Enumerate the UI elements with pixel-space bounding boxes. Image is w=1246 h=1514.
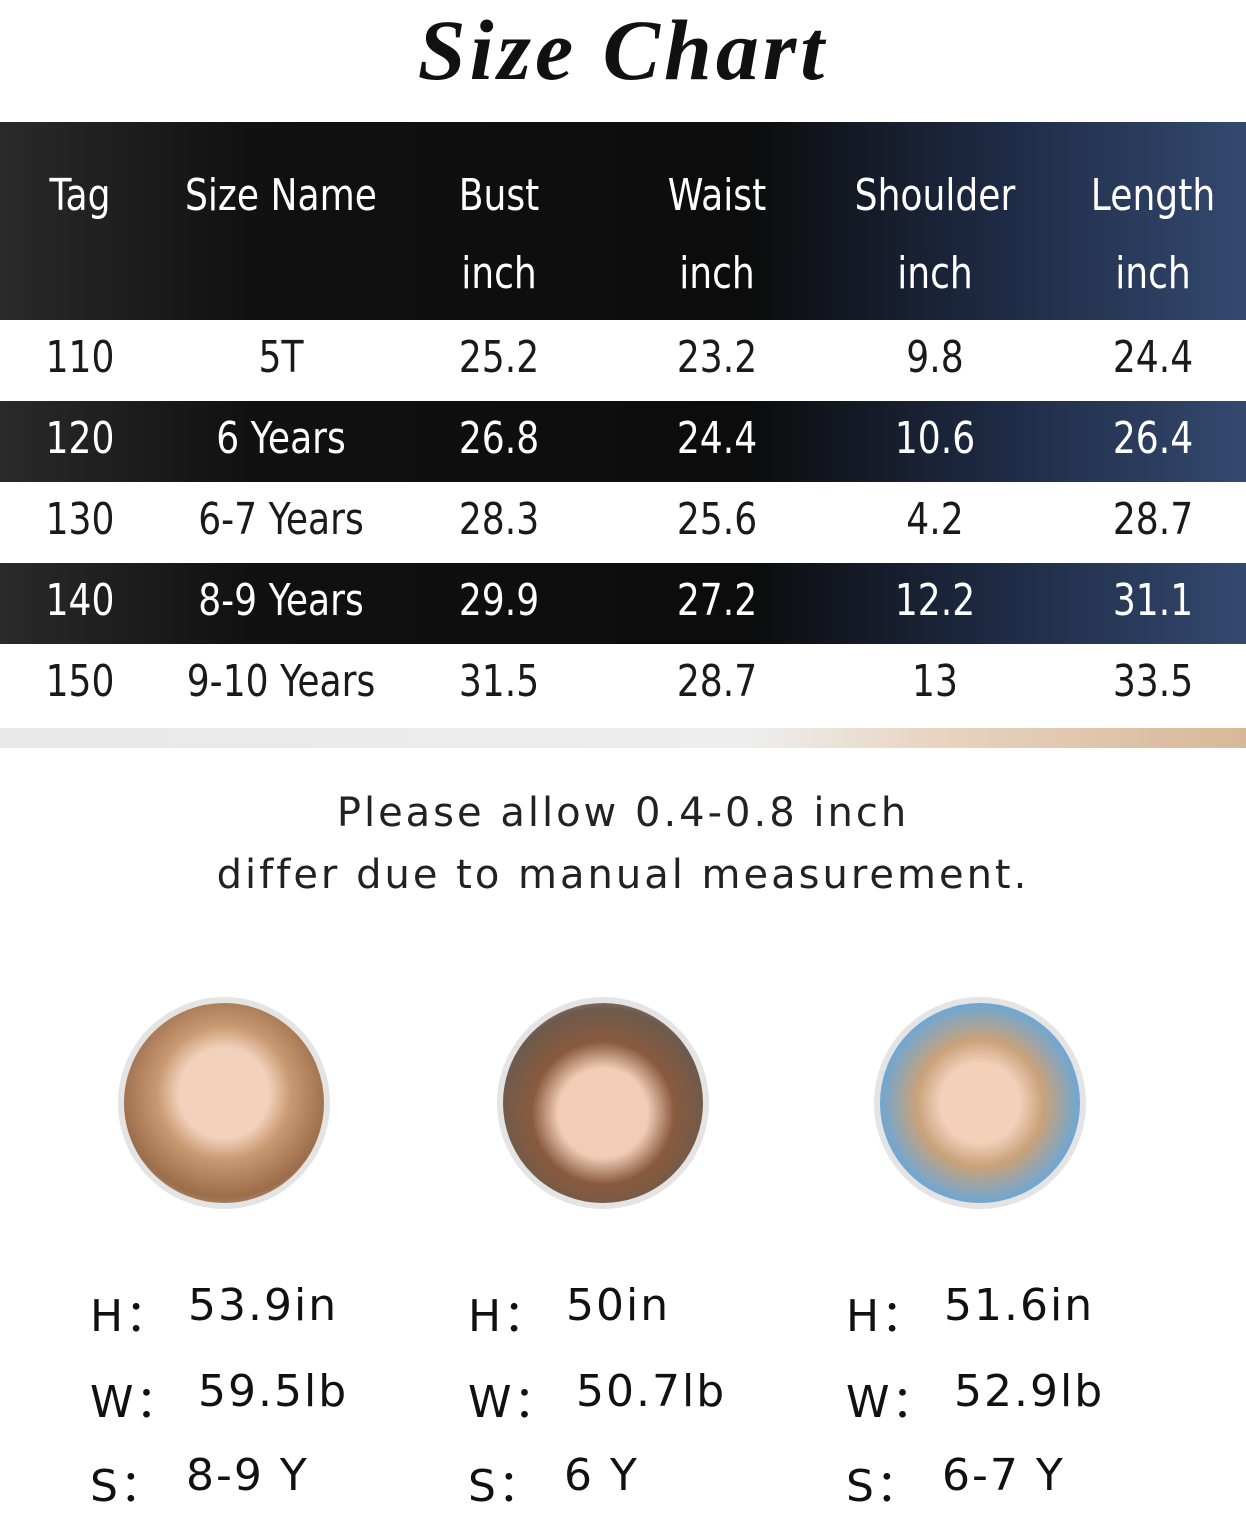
header-cell: inch xyxy=(461,248,537,299)
table-cell: 110 xyxy=(45,332,115,383)
table-cell: 5T xyxy=(258,332,304,383)
header-cell: inch xyxy=(897,248,973,299)
header-cell: Length xyxy=(1090,170,1216,221)
table-cell: 33.5 xyxy=(1112,656,1194,707)
title: Size Chart xyxy=(417,2,829,98)
header-cell: inch xyxy=(679,248,755,299)
table-cell: 24.4 xyxy=(676,413,758,464)
profile-label: W： xyxy=(468,1377,560,1428)
note-line: Please allow 0.4-0.8 inch xyxy=(336,790,910,836)
table-cell: 27.2 xyxy=(676,575,758,626)
table-cell: 13 xyxy=(912,656,958,707)
table-cell: 12.2 xyxy=(894,575,976,626)
header-row: Tag Size Name Bust inch Waist inch Shoulder inc… xyxy=(0,122,1246,320)
table-cell: 24.4 xyxy=(1112,332,1194,383)
profile-photo xyxy=(118,997,330,1209)
table-cell: 25.6 xyxy=(676,494,758,545)
profile-value: 50.7lb xyxy=(576,1366,727,1417)
header-cell: Shoulder xyxy=(854,170,1016,221)
header-cell: Tag xyxy=(49,170,111,221)
profile-value: 6-7 Y xyxy=(942,1450,1065,1501)
profile-photo xyxy=(497,997,709,1209)
profile-value: 59.5lb xyxy=(198,1366,349,1417)
header-cell: Size Name xyxy=(185,170,377,221)
table-cell: 28.3 xyxy=(458,494,540,545)
profile-label: W： xyxy=(846,1377,938,1428)
profile-value: 53.9in xyxy=(188,1280,339,1331)
table-cell: 120 xyxy=(45,413,115,464)
table-cell: 31.5 xyxy=(458,656,540,707)
profile-value: 52.9lb xyxy=(954,1366,1105,1417)
header-cell: inch xyxy=(1115,248,1191,299)
table-cell: 26.4 xyxy=(1112,413,1194,464)
table-cell: 130 xyxy=(45,494,115,545)
table-cell: 28.7 xyxy=(676,656,758,707)
table-cell: 6 Years xyxy=(216,413,346,464)
table-cell: 23.2 xyxy=(676,332,758,383)
profile-photo xyxy=(874,997,1086,1209)
profile-label: W： xyxy=(90,1377,182,1428)
table-cell: 6-7 Years xyxy=(198,494,364,545)
table-row: 120 6 Years 26.8 24.4 10.6 26.4 xyxy=(0,401,1246,482)
table-cell: 140 xyxy=(45,575,115,626)
table-row: 130 6-7 Years 28.3 25.6 4.2 28.7 xyxy=(0,482,1246,563)
table-row: 140 8-9 Years 29.9 27.2 12.2 31.1 xyxy=(0,563,1246,644)
table-cell: 8-9 Years xyxy=(198,575,364,626)
divider-strip xyxy=(0,728,1246,748)
profile-label: S： xyxy=(90,1461,166,1512)
profile-value: 8-9 Y xyxy=(186,1450,309,1501)
table-row: 150 9-10 Years 31.5 28.7 13 33.5 xyxy=(0,644,1246,725)
table-cell: 10.6 xyxy=(894,413,976,464)
profile-label: H： xyxy=(90,1291,172,1342)
table-cell: 150 xyxy=(45,656,115,707)
table-cell: 29.9 xyxy=(458,575,540,626)
table-cell: 31.1 xyxy=(1112,575,1194,626)
size-table: Tag Size Name Bust inch Waist inch Shoulder inc… xyxy=(0,122,1246,728)
table-cell: 25.2 xyxy=(458,332,540,383)
header-cell: Waist xyxy=(667,170,767,221)
table-cell: 9-10 Years xyxy=(186,656,376,707)
note-line: differ due to manual measurement. xyxy=(216,852,1030,898)
profile-value: 6 Y xyxy=(564,1450,639,1501)
table-cell: 26.8 xyxy=(458,413,540,464)
profile-label: H： xyxy=(846,1291,928,1342)
profile-value: 50in xyxy=(566,1280,671,1331)
table-cell: 9.8 xyxy=(906,332,964,383)
table-cell: 28.7 xyxy=(1112,494,1194,545)
table-row: 110 5T 25.2 23.2 9.8 24.4 xyxy=(0,320,1246,401)
table-cell: 4.2 xyxy=(906,494,964,545)
profile-value: 51.6in xyxy=(944,1280,1095,1331)
profile-label: S： xyxy=(846,1461,922,1512)
profile-label: S： xyxy=(468,1461,544,1512)
profile-label: H： xyxy=(468,1291,550,1342)
header-cell: Bust xyxy=(458,170,540,221)
